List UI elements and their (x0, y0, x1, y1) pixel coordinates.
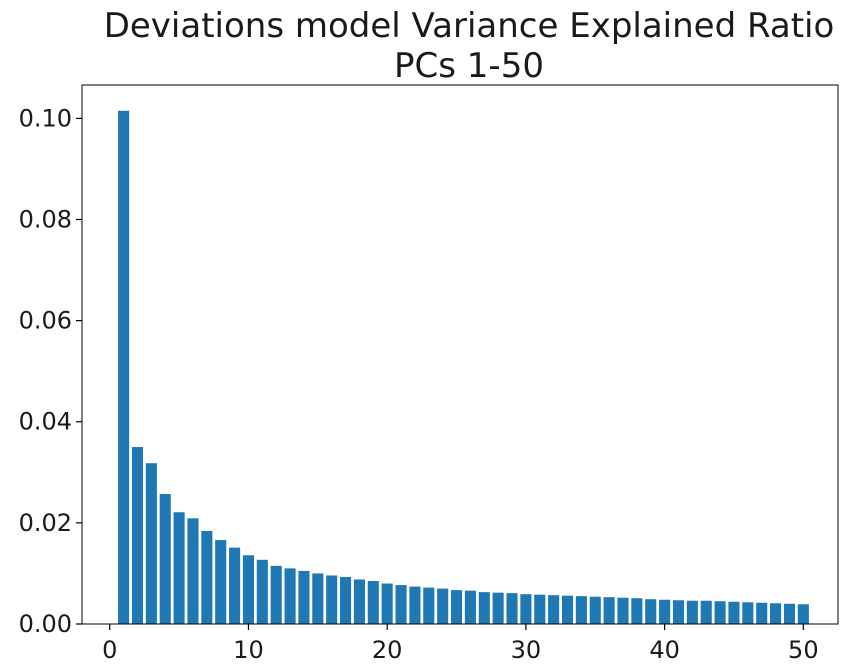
bar-pc-41 (672, 600, 685, 624)
chart-title-line2: PCs 1-50 (394, 46, 544, 86)
bar-pc-32 (548, 595, 560, 624)
bar-pc-37 (617, 597, 629, 624)
bar-pc-20 (381, 583, 393, 624)
bar-pc-42 (686, 600, 698, 624)
bar-pc-50 (797, 604, 809, 624)
bar-pc-13 (284, 568, 296, 624)
y-tick-label: 0.04 (19, 408, 72, 436)
bar-pc-38 (631, 598, 643, 624)
bar-pc-17 (340, 576, 352, 624)
chart-title-line1: Deviations model Variance Explained Rati… (104, 6, 835, 46)
bar-pc-26 (464, 590, 476, 624)
bar-pc-23 (423, 587, 435, 624)
y-tick-label: 0.06 (19, 307, 72, 335)
bar-pc-48 (770, 603, 782, 624)
bar-pc-12 (270, 565, 282, 624)
y-tick-label: 0.10 (19, 104, 72, 132)
y-tick-label: 0.00 (19, 610, 72, 638)
bar-pc-40 (659, 599, 671, 624)
y-axis: 0.00 0.02 0.04 0.06 0.08 0.10 (19, 104, 82, 638)
bar-pc-6 (187, 518, 199, 624)
bar-pc-24 (437, 588, 449, 624)
x-tick-label: 20 (372, 636, 403, 664)
bar-pc-3 (145, 463, 157, 624)
bar-pc-45 (728, 601, 740, 624)
bar-pc-2 (131, 447, 144, 624)
bar-pc-30 (520, 594, 532, 624)
bar-pc-18 (353, 579, 365, 624)
bar-pc-8 (215, 540, 227, 624)
bar-pc-21 (395, 585, 407, 624)
bar-pc-35 (589, 596, 601, 624)
bar-pc-47 (756, 602, 768, 624)
bar-pc-5 (173, 512, 185, 624)
x-axis: 0 10 20 30 40 50 (102, 624, 819, 664)
y-tick-label: 0.02 (19, 509, 72, 537)
bar-pc-7 (201, 530, 213, 624)
bar-pc-29 (506, 593, 518, 624)
x-tick-label: 50 (788, 636, 819, 664)
bar-pc-49 (783, 603, 795, 624)
bar-pc-1 (118, 110, 130, 625)
x-tick-label: 0 (102, 636, 117, 664)
bar-pc-36 (603, 597, 615, 624)
bar-pc-43 (700, 600, 712, 624)
bar-pc-19 (367, 581, 379, 624)
axes-frame (81, 84, 839, 625)
bar-pc-33 (561, 595, 574, 624)
bars-group (118, 110, 809, 625)
x-tick-label: 10 (233, 636, 264, 664)
bar-pc-14 (298, 570, 310, 624)
bar-pc-46 (742, 602, 754, 624)
bar-pc-16 (326, 575, 338, 624)
bar-pc-15 (312, 573, 324, 624)
bar-pc-39 (645, 599, 657, 624)
bar-pc-11 (256, 559, 268, 624)
y-tick-label: 0.08 (19, 205, 72, 233)
bar-pc-9 (229, 547, 241, 624)
bar-pc-22 (409, 586, 421, 624)
bar-pc-44 (714, 601, 726, 624)
bar-pc-10 (242, 555, 255, 624)
bar-pc-34 (575, 596, 587, 624)
x-tick-label: 30 (511, 636, 542, 664)
bar-pc-27 (478, 592, 490, 624)
bar-pc-4 (159, 494, 171, 624)
bar-pc-28 (492, 592, 504, 624)
x-tick-label: 40 (649, 636, 680, 664)
bar-pc-25 (450, 590, 463, 624)
bar-pc-31 (534, 594, 546, 624)
